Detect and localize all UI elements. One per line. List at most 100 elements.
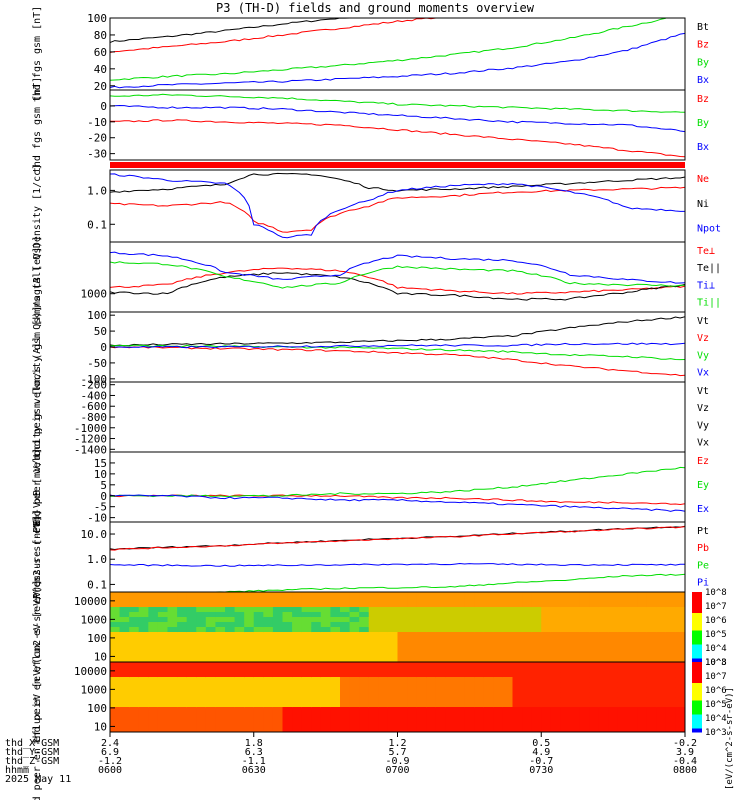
heatmap-cell xyxy=(253,602,264,608)
colorbar-cell xyxy=(692,658,702,663)
heatmap-cell xyxy=(196,692,207,698)
heatmap-cell xyxy=(502,712,513,718)
heatmap-cell xyxy=(665,687,676,693)
heatmap-cell xyxy=(608,597,619,603)
heatmap-cell xyxy=(656,662,667,668)
heatmap-cell xyxy=(320,617,331,623)
heatmap-cell xyxy=(272,637,283,643)
heatmap-cell xyxy=(129,592,140,598)
heatmap-cell xyxy=(320,642,331,648)
heatmap-cell xyxy=(119,632,130,638)
heatmap-cell xyxy=(455,722,466,728)
heatmap-cell xyxy=(177,622,188,628)
heatmap-cell xyxy=(167,622,178,628)
heatmap-cell xyxy=(445,592,456,598)
heatmap-cell xyxy=(522,647,533,653)
heatmap-cell xyxy=(368,612,379,618)
heatmap-cell xyxy=(483,662,494,668)
heatmap-cell xyxy=(426,722,437,728)
heatmap-cell xyxy=(464,617,475,623)
heatmap-cell xyxy=(340,687,351,693)
heatmap-cell xyxy=(455,622,466,628)
heatmap-cell xyxy=(330,637,341,643)
heatmap-cell xyxy=(608,712,619,718)
heatmap-cell xyxy=(196,627,207,633)
heatmap-cell xyxy=(148,712,159,718)
heatmap-cell xyxy=(359,647,370,653)
heatmap-cell xyxy=(445,697,456,703)
heatmap-cell xyxy=(110,722,121,728)
heatmap-cell xyxy=(244,637,255,643)
heatmap-cell xyxy=(186,687,197,693)
heatmap-cell xyxy=(512,607,523,613)
heatmap-cell xyxy=(637,667,648,673)
heatmap-cell xyxy=(387,607,398,613)
heatmap-cell xyxy=(292,602,303,608)
colorbar-cell xyxy=(692,637,702,642)
heatmap-cell xyxy=(129,682,140,688)
heatmap-cell xyxy=(225,702,236,708)
heatmap-cell xyxy=(244,682,255,688)
heatmap-cell xyxy=(550,707,561,713)
heatmap-cell xyxy=(512,622,523,628)
legend-item-Bx: Bx xyxy=(697,142,709,153)
heatmap-cell xyxy=(531,657,542,663)
heatmap-cell xyxy=(455,692,466,698)
heatmap-cell xyxy=(483,632,494,638)
heatmap-cell xyxy=(474,657,485,663)
heatmap-cell xyxy=(416,657,427,663)
heatmap-cell xyxy=(407,597,418,603)
heatmap-cell xyxy=(608,717,619,723)
heatmap-cell xyxy=(512,692,523,698)
heatmap-cell xyxy=(560,727,571,733)
heatmap-cell xyxy=(541,612,552,618)
heatmap-cell xyxy=(598,707,609,713)
heatmap-cell xyxy=(464,602,475,608)
heatmap-cell xyxy=(368,662,379,668)
heatmap-cell xyxy=(646,727,657,733)
heatmap-cell xyxy=(301,672,312,678)
heatmap-cell xyxy=(502,632,513,638)
heatmap-cell xyxy=(340,652,351,658)
heatmap-cell xyxy=(579,627,590,633)
heatmap-cell xyxy=(617,617,628,623)
heatmap-cell xyxy=(637,682,648,688)
colorbar-cell xyxy=(692,644,702,649)
heatmap-cell xyxy=(445,672,456,678)
heatmap-cell xyxy=(656,602,667,608)
heatmap-cell xyxy=(665,702,676,708)
heatmap-cell xyxy=(407,727,418,733)
colorbar-cell xyxy=(692,718,702,722)
heatmap-cell xyxy=(320,717,331,723)
heatmap-cell xyxy=(637,617,648,623)
heatmap-cell xyxy=(522,672,533,678)
heatmap-cell xyxy=(637,622,648,628)
heatmap-cell xyxy=(474,692,485,698)
heatmap-cell xyxy=(608,667,619,673)
heatmap-cell xyxy=(148,592,159,598)
colorbar-tick-label: 10^5 xyxy=(705,700,727,710)
heatmap-cell xyxy=(474,662,485,668)
heatmap-cell xyxy=(301,637,312,643)
heatmap-cell xyxy=(531,607,542,613)
heatmap-cell xyxy=(646,637,657,643)
heatmap-cell xyxy=(119,602,130,608)
heatmap-cell xyxy=(483,612,494,618)
heatmap-cell xyxy=(617,692,628,698)
plot-title: P3 (TH-D) fields and ground moments over… xyxy=(216,1,535,15)
heatmap-cell xyxy=(387,667,398,673)
heatmap-cell xyxy=(110,597,121,603)
heatmap-cell xyxy=(617,597,628,603)
heatmap-cell xyxy=(560,642,571,648)
heatmap-cell xyxy=(244,657,255,663)
heatmap-cell xyxy=(349,592,360,598)
heatmap-cell xyxy=(292,672,303,678)
heatmap-cell xyxy=(455,682,466,688)
heatmap-cell xyxy=(311,682,322,688)
heatmap-cell xyxy=(253,702,264,708)
heatmap-cell xyxy=(330,717,341,723)
heatmap-cell xyxy=(196,717,207,723)
heatmap-cell xyxy=(541,592,552,598)
heatmap-cell xyxy=(541,722,552,728)
